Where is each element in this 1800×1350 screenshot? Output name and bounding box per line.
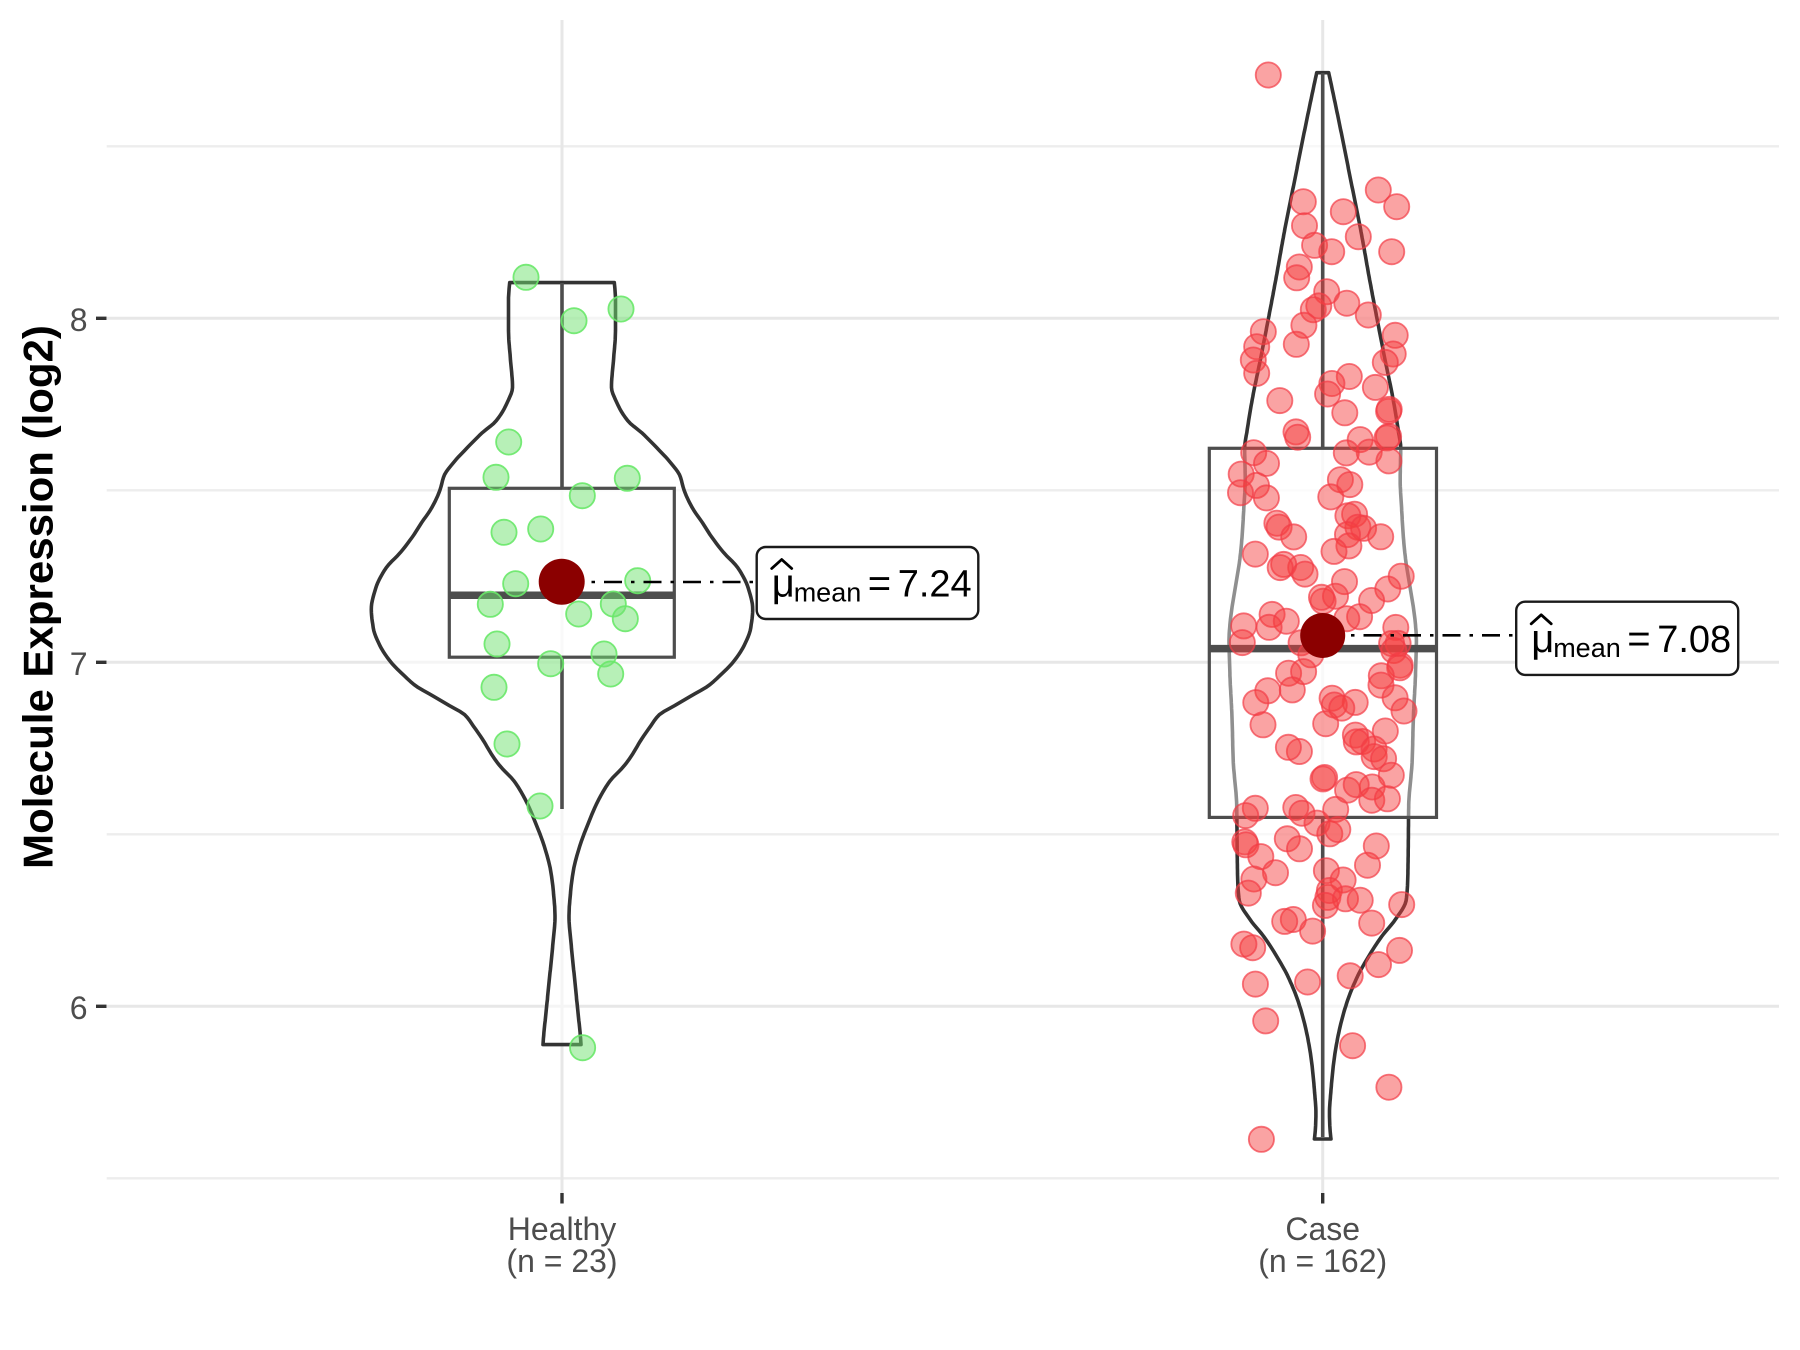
svg-text:=: = (1627, 617, 1650, 661)
svg-text:Molecule Expression (log2): Molecule Expression (log2) (15, 325, 62, 869)
svg-text:6: 6 (70, 990, 88, 1026)
svg-text:μ: μ (1531, 617, 1554, 661)
svg-text:mean: mean (1553, 633, 1621, 663)
svg-text:(n = 23): (n = 23) (506, 1243, 617, 1279)
svg-text:7.08: 7.08 (1657, 619, 1731, 661)
svg-text:7.24: 7.24 (898, 564, 972, 606)
svg-text:8: 8 (70, 302, 88, 338)
svg-text:μ: μ (772, 562, 795, 606)
svg-text:Healthy: Healthy (508, 1211, 617, 1247)
svg-text:Case: Case (1285, 1211, 1360, 1247)
svg-text:=: = (868, 562, 891, 606)
svg-text:(n = 162): (n = 162) (1258, 1243, 1387, 1279)
svg-text:mean: mean (794, 578, 862, 608)
svg-text:7: 7 (70, 646, 88, 682)
